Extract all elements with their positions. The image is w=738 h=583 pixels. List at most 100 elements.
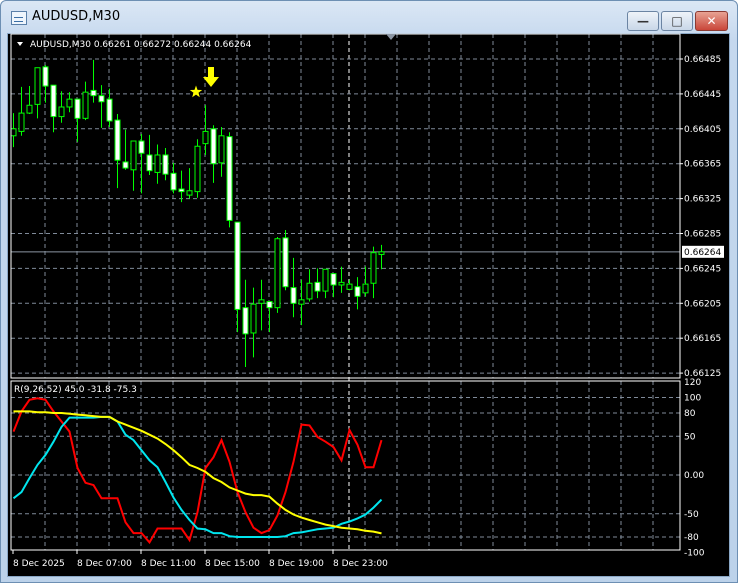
candle xyxy=(354,277,361,310)
candle xyxy=(274,236,281,313)
candle xyxy=(250,287,257,358)
chart-area[interactable] xyxy=(7,33,730,577)
candle xyxy=(194,139,201,198)
candle-body xyxy=(130,140,137,171)
candle-body xyxy=(66,98,73,108)
candle xyxy=(42,65,49,103)
candle-body xyxy=(42,66,49,87)
candle-body xyxy=(218,135,225,164)
candle-body xyxy=(114,119,121,161)
candle xyxy=(266,301,273,333)
indicator-level-label: -50 xyxy=(684,510,699,520)
candle-body xyxy=(266,301,273,309)
candle-body xyxy=(250,303,257,334)
indicator-level-label: 50 xyxy=(684,432,696,442)
price-label: 0.66165 xyxy=(684,334,721,344)
candles xyxy=(10,59,385,367)
title-bar[interactable]: AUDUSD,M30 — □ ✕ xyxy=(1,1,737,33)
candle-body xyxy=(98,95,105,103)
candle-body xyxy=(298,299,305,305)
price-label: 0.66365 xyxy=(684,160,721,170)
minimize-button[interactable]: — xyxy=(627,11,659,31)
candle-body xyxy=(314,281,321,292)
candle xyxy=(98,85,105,128)
price-label: 0.66445 xyxy=(684,90,721,100)
candle-body xyxy=(106,98,113,122)
chart-window-icon xyxy=(11,11,27,25)
indicator-level-label: 100 xyxy=(684,394,701,404)
axes: 0.66485 0.66445 0.66405 0.66365 0.66325 0.662… xyxy=(10,33,724,569)
maximize-icon: □ xyxy=(671,14,683,28)
indicator-level-label: 0.00 xyxy=(684,471,704,481)
candle-body xyxy=(122,161,129,169)
candle xyxy=(170,162,177,194)
candle-body xyxy=(258,299,265,304)
indicator-line-0 xyxy=(12,397,383,545)
candle xyxy=(162,147,169,181)
candle-body xyxy=(34,67,41,105)
price-label: 0.66285 xyxy=(684,230,721,240)
current-price-box xyxy=(682,245,724,258)
time-label: 8 Dec 23:00 xyxy=(333,559,388,569)
candle xyxy=(338,266,345,293)
candle xyxy=(234,221,241,333)
candle xyxy=(58,91,65,123)
candle-body xyxy=(50,84,57,118)
price-label: 0.66485 xyxy=(684,55,721,65)
candle-body xyxy=(226,136,233,221)
indicator-lines xyxy=(12,397,383,545)
candle xyxy=(122,129,129,170)
candle xyxy=(282,230,289,291)
candle xyxy=(138,134,145,194)
candle xyxy=(154,144,161,184)
current-price-label: 0.66264 xyxy=(684,248,721,258)
close-icon: ✕ xyxy=(706,14,717,28)
close-button[interactable]: ✕ xyxy=(695,11,728,31)
candle xyxy=(82,81,89,121)
candle xyxy=(298,279,305,326)
candle-body xyxy=(74,98,81,119)
candle-body xyxy=(210,128,217,165)
candle-body xyxy=(274,238,281,309)
candle xyxy=(346,279,353,291)
time-label: 8 Dec 07:00 xyxy=(77,559,132,569)
price-label: 0.66205 xyxy=(684,299,721,309)
candle xyxy=(34,67,41,119)
candle xyxy=(74,98,81,142)
candle xyxy=(242,279,249,367)
candle xyxy=(290,257,297,318)
indicator-level-label: 80 xyxy=(684,409,696,419)
indicator-line-1 xyxy=(12,415,383,538)
candle xyxy=(178,170,185,203)
candle xyxy=(314,268,321,299)
candle xyxy=(66,92,73,113)
price-label: 0.66405 xyxy=(684,125,721,135)
candle xyxy=(258,279,265,331)
time-label: 8 Dec 19:00 xyxy=(269,559,324,569)
candle-body xyxy=(362,283,369,294)
time-label: 8 Dec 15:00 xyxy=(205,559,260,569)
candle-body xyxy=(162,154,169,175)
candle-body xyxy=(170,172,177,191)
candle xyxy=(330,273,337,298)
minimize-icon: — xyxy=(637,14,649,28)
indicator-line-2 xyxy=(13,410,382,535)
candle xyxy=(306,269,313,302)
candle xyxy=(226,132,233,228)
candle xyxy=(202,105,209,155)
maximize-button[interactable]: □ xyxy=(661,11,693,31)
candle xyxy=(130,140,137,191)
candle xyxy=(186,168,193,199)
candle-body xyxy=(306,282,313,300)
candle-body xyxy=(10,128,17,137)
time-label: 8 Dec 2025 xyxy=(13,559,65,569)
candle-body xyxy=(234,221,241,310)
price-label: 0.66245 xyxy=(684,264,721,274)
candle-body xyxy=(322,268,329,292)
candle xyxy=(114,113,121,189)
candle-body xyxy=(90,89,97,97)
header-dropdown-icon[interactable] xyxy=(17,42,23,46)
candle xyxy=(26,86,33,114)
candle xyxy=(210,125,217,183)
